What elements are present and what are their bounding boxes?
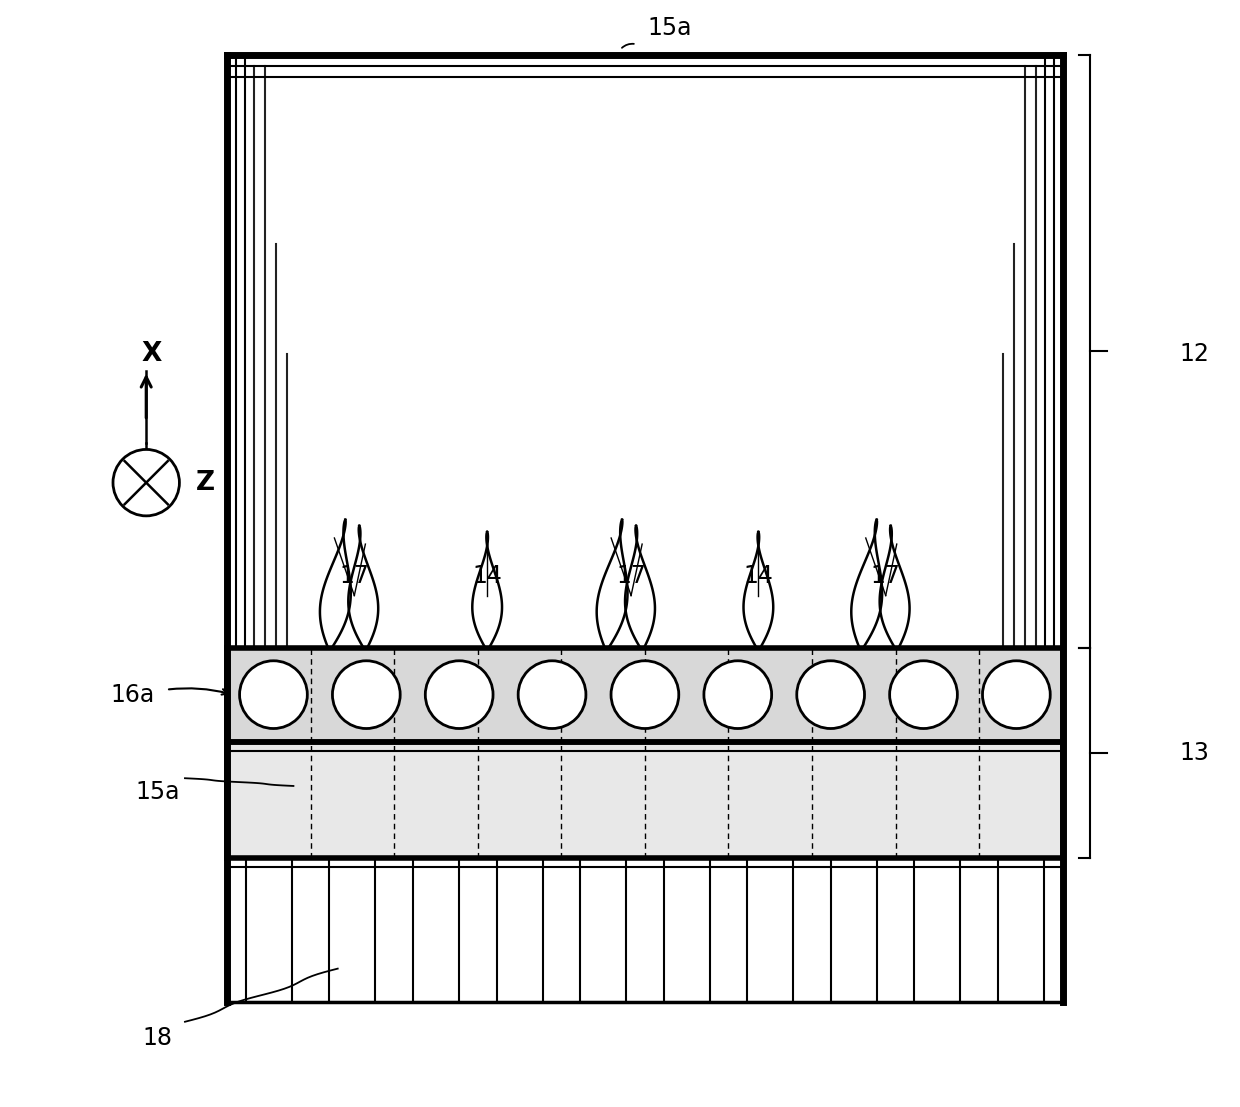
- Bar: [227, 55, 1063, 648]
- Bar: [246, 858, 291, 1002]
- Text: 18: 18: [143, 1026, 172, 1051]
- Circle shape: [704, 661, 771, 728]
- Bar: [330, 858, 376, 1002]
- Bar: [914, 858, 961, 1002]
- Circle shape: [518, 661, 587, 728]
- Bar: [831, 858, 877, 1002]
- Text: Z: Z: [196, 469, 215, 496]
- Text: 14: 14: [472, 563, 502, 588]
- Circle shape: [889, 661, 957, 728]
- Text: 15a: 15a: [135, 779, 180, 804]
- Circle shape: [332, 661, 401, 728]
- Text: 17: 17: [340, 563, 370, 588]
- Bar: [413, 858, 459, 1002]
- Circle shape: [982, 661, 1050, 728]
- Text: 15a: 15a: [647, 15, 692, 40]
- Circle shape: [611, 661, 678, 728]
- Text: X: X: [141, 341, 162, 368]
- Bar: [496, 858, 543, 1002]
- Circle shape: [113, 449, 180, 516]
- Circle shape: [239, 661, 308, 728]
- Circle shape: [797, 661, 864, 728]
- Bar: [580, 858, 626, 1002]
- Text: 12: 12: [1179, 342, 1209, 366]
- Bar: [227, 648, 1063, 742]
- Bar: [227, 742, 1063, 858]
- Circle shape: [425, 661, 494, 728]
- Text: 13: 13: [1179, 741, 1209, 765]
- Text: 14: 14: [744, 563, 774, 588]
- Bar: [748, 858, 794, 1002]
- Text: 17: 17: [616, 563, 646, 588]
- Bar: [663, 858, 709, 1002]
- Bar: [998, 858, 1044, 1002]
- Text: 16a: 16a: [110, 683, 155, 707]
- Text: 17: 17: [870, 563, 900, 588]
